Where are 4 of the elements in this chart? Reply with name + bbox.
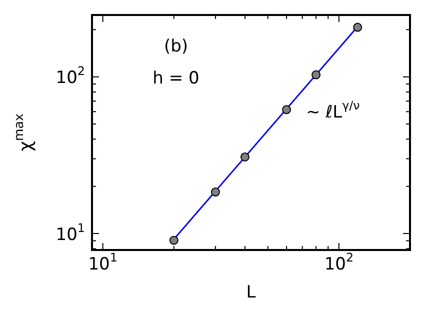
annotation: (b) [164,36,188,56]
x-axis-title: L [246,282,256,302]
annotation: h = 0 [152,68,200,88]
y-axis-title: χmax [11,113,37,152]
